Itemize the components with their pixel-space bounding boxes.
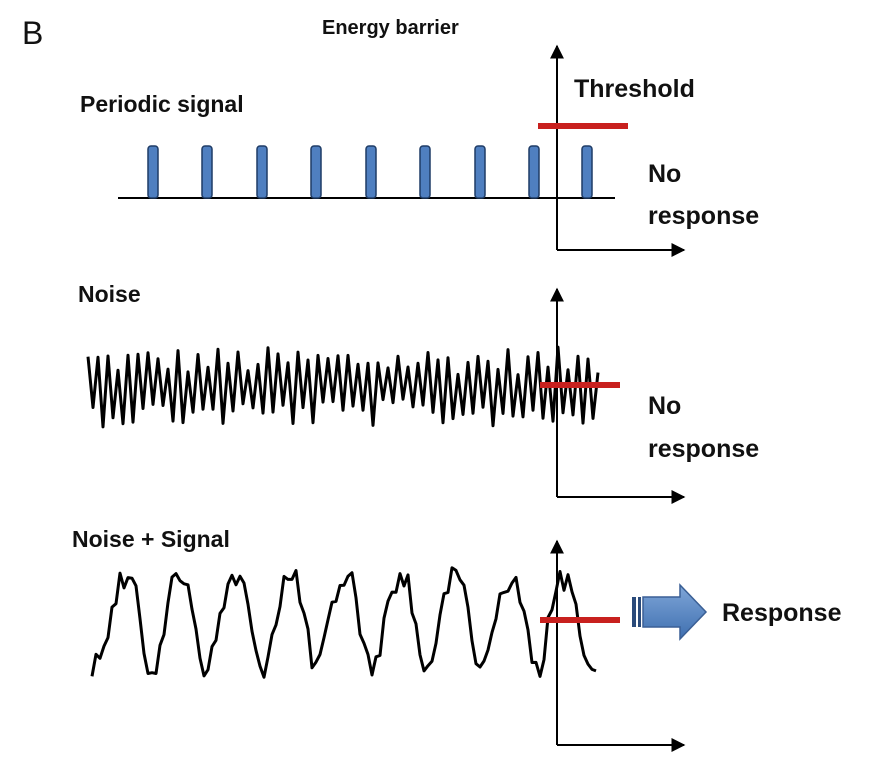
outcome: response [648,435,759,463]
panel-title: Noise + Signal [72,526,230,552]
figure-label: B [22,15,43,51]
pulse [474,145,486,199]
noise-signal-wave [90,566,597,679]
panel-title: Noise [78,281,141,307]
pulse [310,145,322,199]
noise-wave [86,345,600,429]
outcome: response [648,202,759,230]
pulses [147,145,593,199]
pulse [256,145,268,199]
response-arrow [632,583,708,641]
pulse [147,145,159,199]
threshold-label: Threshold [574,75,695,103]
panel-title: Periodic signal [80,91,244,117]
pulse [201,145,213,199]
pulse [528,145,540,199]
outcome: No [648,160,681,188]
pulse [365,145,377,199]
outcome: Response [722,599,842,627]
axis-title: Energy barrier [322,17,459,39]
pulse [581,145,593,199]
outcome: No [648,392,681,420]
pulse [419,145,431,199]
